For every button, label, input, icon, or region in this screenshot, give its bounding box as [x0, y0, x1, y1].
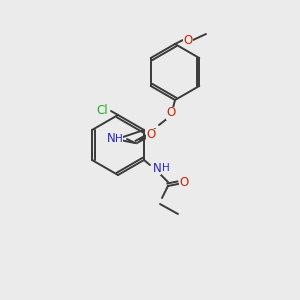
Text: H: H	[162, 163, 170, 173]
Text: N: N	[153, 161, 161, 175]
Text: H: H	[115, 134, 123, 144]
Text: O: O	[146, 128, 156, 142]
Text: O: O	[183, 34, 193, 46]
Text: O: O	[167, 106, 176, 119]
Text: O: O	[179, 176, 189, 188]
Text: N: N	[106, 133, 116, 146]
Text: Cl: Cl	[96, 104, 108, 118]
